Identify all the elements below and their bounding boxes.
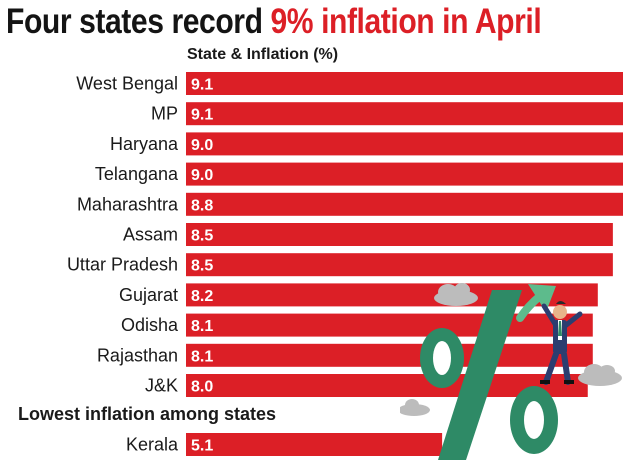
value-label: 9.1 xyxy=(191,77,213,94)
state-label: J&K xyxy=(145,376,178,396)
bar xyxy=(186,162,623,186)
chart-title: Four states record 9% inflation in April xyxy=(6,2,542,42)
bar xyxy=(186,192,623,216)
value-label: 8.2 xyxy=(191,288,213,305)
state-label: Haryana xyxy=(110,134,179,154)
bar xyxy=(186,102,623,126)
value-label: 9.1 xyxy=(191,107,213,124)
value-label: 5.1 xyxy=(191,438,213,455)
lowest-inflation-label: Lowest inflation among states xyxy=(18,404,277,424)
value-label: 9.0 xyxy=(191,167,213,184)
value-label: 8.1 xyxy=(191,348,213,365)
state-label: Rajasthan xyxy=(97,345,178,365)
bar xyxy=(186,72,623,95)
value-label: 8.5 xyxy=(191,258,213,275)
state-label: Odisha xyxy=(121,315,179,335)
businessman-icon xyxy=(540,301,583,385)
percent-icon xyxy=(420,290,558,460)
illustration xyxy=(400,283,622,460)
state-label: MP xyxy=(151,104,178,124)
value-label: 8.8 xyxy=(191,197,213,214)
cloud-icon xyxy=(434,283,478,306)
state-label: Assam xyxy=(123,225,178,245)
title-part-2: 9% inflation in April xyxy=(270,2,542,41)
arrow-up-icon xyxy=(516,284,556,322)
value-label: 8.1 xyxy=(191,318,213,335)
bar xyxy=(186,433,443,456)
bar xyxy=(186,223,613,246)
state-label: Maharashtra xyxy=(77,194,179,214)
chart-subtitle: State & Inflation (%) xyxy=(187,46,339,63)
bar xyxy=(186,132,623,156)
bar xyxy=(186,253,613,277)
cloud-icon xyxy=(400,399,430,416)
state-label: Gujarat xyxy=(119,285,178,305)
state-label: Telangana xyxy=(95,164,179,184)
state-label: West Bengal xyxy=(76,74,178,94)
state-label: Uttar Pradesh xyxy=(67,255,178,275)
value-label: 8.0 xyxy=(191,379,213,396)
state-label: Kerala xyxy=(126,435,179,455)
cloud-icon xyxy=(578,364,622,386)
title-part-1: Four states record xyxy=(6,2,263,41)
value-label: 8.5 xyxy=(191,228,213,245)
value-label: 9.0 xyxy=(191,137,213,154)
